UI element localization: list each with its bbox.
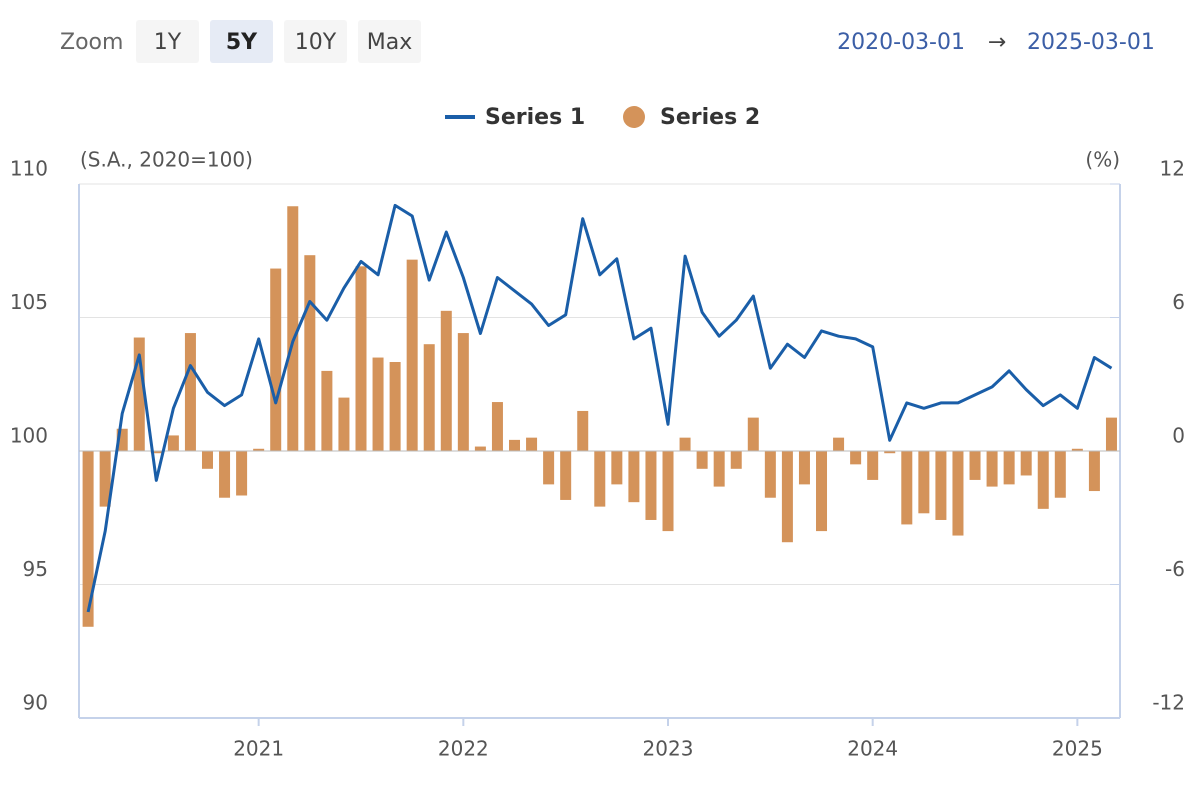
x-tick-label: 2022 (438, 737, 489, 761)
y-axis-label: (S.A., 2020=100) (80, 148, 253, 172)
bar (645, 451, 657, 520)
bar (986, 451, 998, 487)
bar (236, 451, 248, 496)
bar (491, 402, 503, 451)
y2-tick-label: 0 (1172, 424, 1185, 448)
bar (372, 357, 384, 451)
bar (133, 337, 145, 451)
bar (440, 310, 452, 451)
bar (270, 268, 282, 451)
legend-label[interactable]: Series 2 (660, 105, 760, 130)
bar (935, 451, 947, 520)
zoom-button-label[interactable]: Max (367, 30, 412, 55)
bar (82, 451, 94, 627)
y-tick-label: 95 (23, 557, 48, 581)
bar (713, 451, 725, 487)
bar (901, 451, 913, 525)
bar (287, 206, 299, 451)
y-tick-label: 110 (10, 157, 48, 181)
x-tick-label: 2021 (233, 737, 284, 761)
line (86, 203, 1113, 613)
bar (321, 370, 333, 451)
y2-tick-label: 12 (1160, 157, 1185, 181)
bar (1037, 451, 1049, 509)
bar (474, 446, 486, 451)
bar (219, 451, 231, 498)
bar (355, 266, 367, 451)
bar (594, 451, 606, 507)
zoom-button[interactable] (358, 20, 421, 63)
bar (730, 451, 742, 469)
bar (543, 451, 555, 485)
bar (184, 333, 196, 451)
bar (884, 451, 896, 454)
bar (457, 333, 469, 451)
bar (167, 435, 179, 451)
bar (798, 451, 810, 485)
legend-label[interactable]: Series 1 (485, 105, 585, 130)
y2-axis-label: (%) (1085, 148, 1120, 172)
bar (1054, 451, 1066, 498)
zoom-button[interactable] (136, 20, 199, 63)
zoom-button-label[interactable]: 1Y (154, 30, 182, 55)
bar (1071, 448, 1083, 451)
zoom-button[interactable] (210, 20, 273, 63)
y-tick-label: 100 (10, 424, 48, 448)
bar (850, 451, 862, 465)
zoom-label: Zoom (60, 30, 123, 55)
bar (781, 451, 793, 543)
bar (389, 362, 401, 451)
bar (509, 439, 521, 451)
bar (833, 437, 845, 451)
bar (423, 344, 435, 451)
x-tick-label: 2023 (643, 737, 694, 761)
bar (304, 255, 316, 451)
bar (1003, 451, 1015, 485)
bar (1105, 417, 1117, 451)
bar (747, 417, 759, 451)
bar (679, 437, 691, 451)
bar (406, 259, 418, 451)
range-to[interactable]: 2025-03-01 (1027, 30, 1155, 55)
bar (628, 451, 640, 503)
bar (611, 451, 623, 485)
bar (867, 451, 879, 480)
x-tick-label: 2024 (847, 737, 898, 761)
zoom-button[interactable] (284, 20, 347, 63)
bar (201, 451, 213, 469)
bar (696, 451, 708, 469)
y2-tick-label: 6 (1172, 290, 1185, 314)
bar (560, 451, 572, 500)
y2-tick-label: -6 (1165, 557, 1185, 581)
bar (338, 397, 350, 451)
bar (952, 451, 964, 536)
bar (526, 437, 538, 451)
zoom-button-label[interactable]: 5Y (226, 30, 258, 55)
bar (116, 428, 128, 451)
zoom-button-label[interactable]: 10Y (295, 30, 337, 55)
bar (577, 410, 589, 451)
bar (1088, 451, 1100, 492)
bar (918, 451, 930, 514)
y-tick-label: 90 (23, 691, 48, 715)
bar (969, 451, 981, 480)
bar (253, 448, 265, 451)
bar (1020, 451, 1032, 476)
zoom-buttons: 1Y 5Y 10Y Max (136, 20, 421, 63)
bar (99, 451, 111, 507)
bar (816, 451, 828, 532)
legend-swatch (623, 106, 645, 128)
bar (764, 451, 776, 498)
range-arrow: → (988, 30, 1006, 55)
y-tick-label: 105 (10, 290, 48, 314)
y2-tick-label: -12 (1152, 691, 1185, 715)
bar (662, 451, 674, 532)
bar (150, 451, 162, 454)
x-tick-label: 2025 (1052, 737, 1103, 761)
range-from[interactable]: 2020-03-01 (837, 30, 965, 55)
